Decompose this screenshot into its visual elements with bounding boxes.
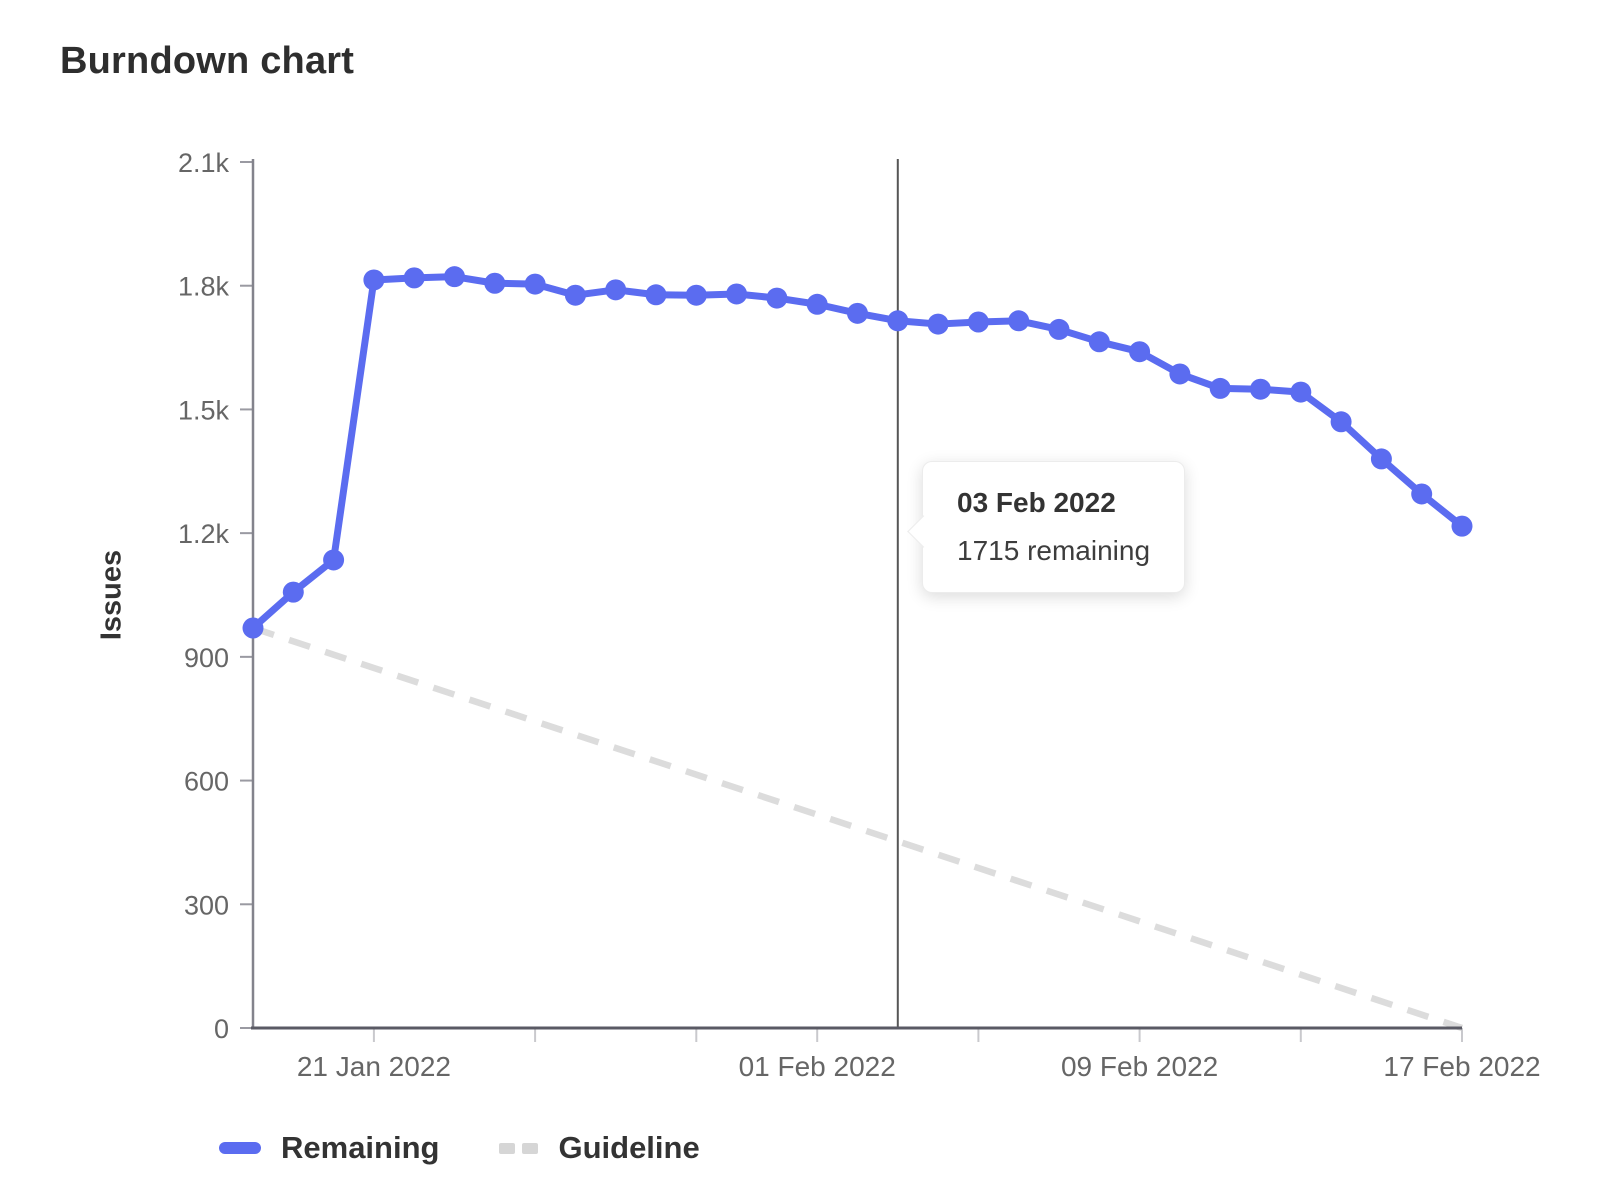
y-tick-label: 600 [184,767,229,797]
y-tick-label: 1.2k [178,519,230,549]
remaining-point[interactable] [806,293,828,315]
legend-label-remaining: Remaining [281,1130,440,1165]
remaining-point[interactable] [1048,318,1070,340]
y-tick-label: 1.8k [178,272,230,302]
guideline-swatch-icon [499,1142,539,1154]
remaining-point[interactable] [1451,515,1473,537]
page-title: Burndown chart [60,40,355,82]
tooltip-remaining: 1715 remaining [957,535,1151,566]
y-tick-label: 300 [184,890,229,920]
remaining-point[interactable] [564,284,586,306]
remaining-point[interactable] [363,269,385,291]
x-tick-label: 01 Feb 2022 [739,1051,896,1082]
chart-tooltip: 03 Feb 2022 1715 remaining [907,461,1186,593]
y-tick-label: 2.1k [178,148,230,178]
remaining-point[interactable] [645,284,667,306]
remaining-point[interactable] [524,273,546,295]
remaining-point[interactable] [1330,411,1352,433]
remaining-point[interactable] [927,313,949,335]
remaining-point[interactable] [1250,378,1271,400]
remaining-point[interactable] [323,549,345,571]
x-tick-label: 21 Jan 2022 [297,1051,451,1082]
remaining-point[interactable] [282,581,304,603]
remaining-swatch-icon [219,1142,261,1154]
remaining-point[interactable] [444,266,465,288]
burndown-chart-plot[interactable]: 0 300 600 900 1.2k 1.5k 1.8k 2.1k 21 Jan 2022 01 … [0,0,1622,1100]
remaining-point[interactable] [1290,381,1312,403]
y-tick-label: 0 [214,1014,229,1044]
legend-item-guideline[interactable]: Guideline [499,1130,700,1166]
remaining-point[interactable] [484,272,506,294]
x-tick-label: 17 Feb 2022 [1383,1051,1540,1082]
remaining-point[interactable] [1088,331,1110,353]
remaining-point[interactable] [726,283,748,305]
remaining-line [249,273,1466,632]
remaining-point[interactable] [403,267,425,289]
remaining-point[interactable] [1411,483,1433,505]
x-tick-label: 09 Feb 2022 [1061,1051,1218,1082]
remaining-point[interactable] [1169,363,1191,385]
y-tick-label: 900 [184,643,229,673]
legend-label-guideline: Guideline [558,1130,700,1165]
remaining-point[interactable] [887,310,909,332]
remaining-point[interactable] [605,279,627,301]
remaining-point[interactable] [847,302,868,324]
remaining-point[interactable] [242,617,264,639]
remaining-point[interactable] [1008,310,1030,332]
remaining-point[interactable] [1129,341,1151,363]
legend-item-remaining[interactable]: Remaining [219,1130,439,1166]
tooltip-date: 03 Feb 2022 [957,487,1116,518]
remaining-point[interactable] [766,287,788,309]
remaining-point[interactable] [685,284,707,306]
guideline-line [251,624,1464,1032]
chart-legend: Remaining Guideline [219,1130,700,1166]
remaining-point[interactable] [1209,377,1231,399]
y-tick-label: 1.5k [178,395,230,425]
remaining-point[interactable] [967,311,989,333]
remaining-point[interactable] [1370,448,1392,470]
